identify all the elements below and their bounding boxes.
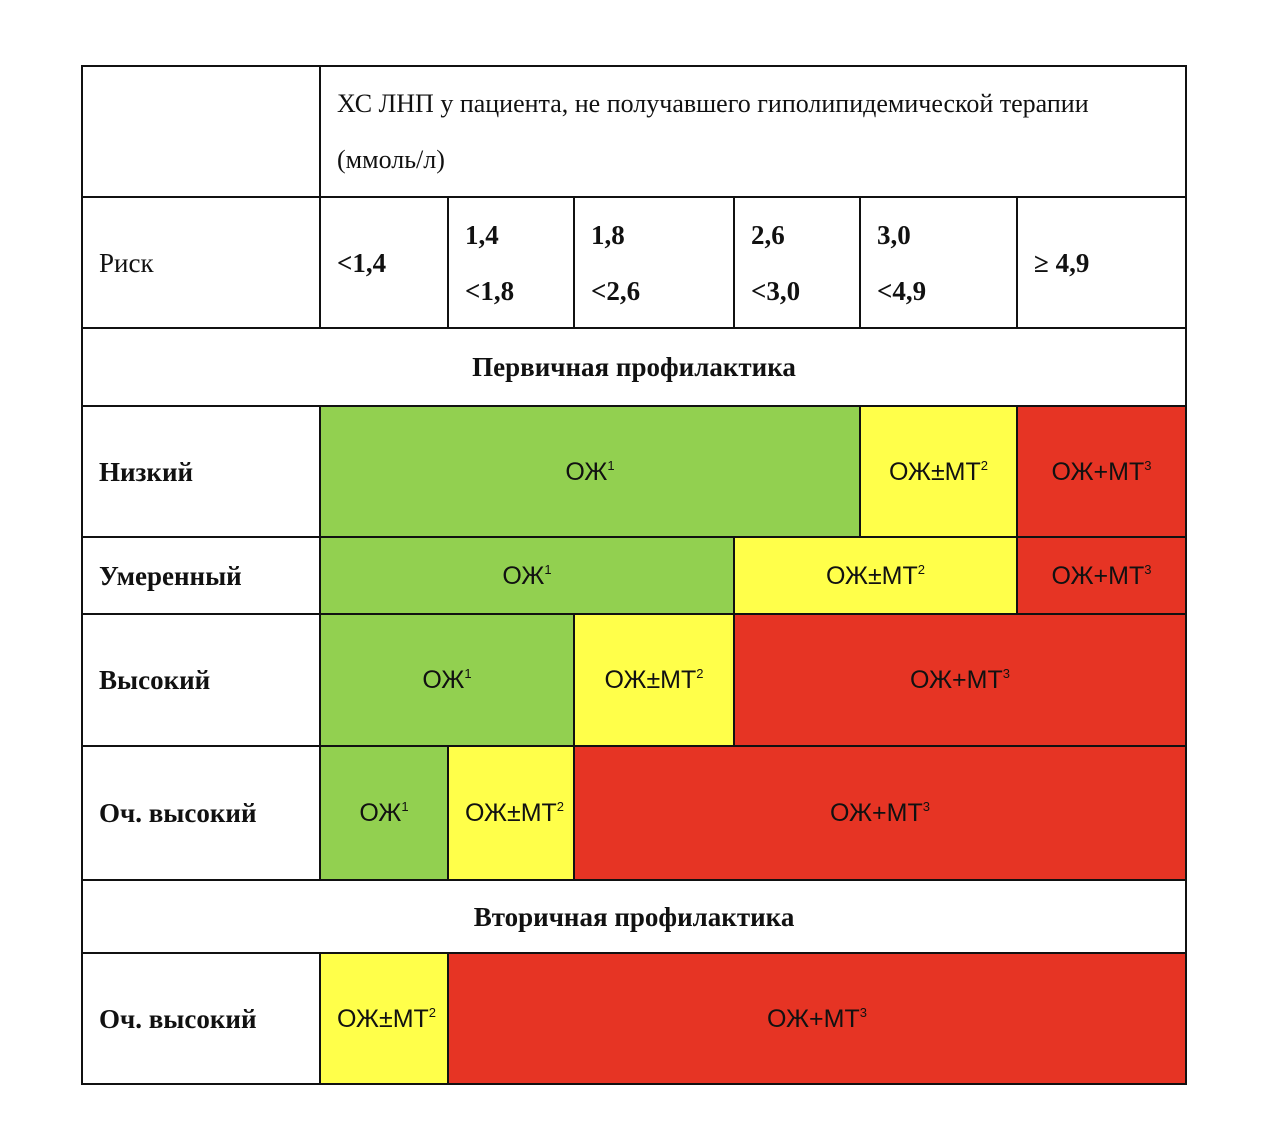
footnote-mark: 1 bbox=[401, 799, 409, 814]
recommendation-cell: ОЖ±МТ2 bbox=[733, 536, 1018, 615]
recommendation-cell: ОЖ+МТ3 bbox=[446, 952, 1188, 1085]
recommendation-text: ОЖ bbox=[422, 666, 465, 694]
footnote-mark: 3 bbox=[922, 799, 930, 814]
footnote-mark: 3 bbox=[1144, 457, 1152, 473]
section-row: Первичная профилактика bbox=[80, 327, 1188, 407]
range-cell: <1,4 bbox=[319, 196, 449, 329]
corner-cell bbox=[81, 65, 321, 198]
risk-name: Умеренный bbox=[81, 536, 321, 615]
range-value: 3,0 <4,9 bbox=[877, 219, 927, 306]
recommendation-cell: ОЖ+МТ3 bbox=[1015, 405, 1188, 538]
footnote-mark: 2 bbox=[696, 666, 704, 681]
footnote-mark: 3 bbox=[1002, 666, 1010, 681]
recommendation-cell: ОЖ1 bbox=[319, 536, 735, 615]
recommendation-text: ОЖ bbox=[502, 561, 545, 590]
section-title: Первичная профилактика bbox=[80, 327, 1188, 407]
risk-row: Высокий ОЖ1 ОЖ±МТ2 ОЖ+МТ3 bbox=[81, 613, 1188, 747]
recommendation-text: ОЖ+МТ bbox=[830, 799, 923, 827]
recommendation-cell: ОЖ1 bbox=[319, 745, 449, 881]
risk-row: Умеренный ОЖ1 ОЖ±МТ2 ОЖ+МТ3 bbox=[81, 536, 1188, 615]
recommendation-cell: ОЖ1 bbox=[319, 613, 575, 747]
recommendation-cell: ОЖ±МТ2 bbox=[859, 405, 1018, 538]
range-value: 2,6 <3,0 bbox=[751, 219, 801, 306]
recommendation-text: ОЖ±МТ bbox=[604, 666, 697, 694]
header-row: ХС ЛНП у пациента, не получавшего гиполи… bbox=[81, 65, 1188, 198]
recommendation-text: ОЖ+МТ bbox=[767, 1004, 860, 1033]
recommendation-table: ХС ЛНП у пациента, не получавшего гиполи… bbox=[80, 65, 1188, 1085]
recommendation-text: ОЖ+МТ bbox=[910, 666, 1003, 694]
footnote-mark: 1 bbox=[607, 457, 615, 473]
risk-name: Оч. высокий bbox=[81, 952, 321, 1085]
recommendation-text: ОЖ±МТ bbox=[337, 1004, 429, 1033]
range-value: 1,4 <1,8 bbox=[465, 219, 515, 306]
recommendation-cell: ОЖ+МТ3 bbox=[572, 745, 1188, 881]
header-title: ХС ЛНП у пациента, не получавшего гиполи… bbox=[318, 65, 1188, 198]
recommendation-text: ОЖ±МТ bbox=[888, 457, 981, 486]
recommendation-cell: ОЖ+МТ3 bbox=[732, 613, 1188, 747]
risk-row: Оч. высокий ОЖ1 ОЖ±МТ2 ОЖ+МТ3 bbox=[81, 745, 1188, 881]
recommendation-cell: ОЖ+МТ3 bbox=[1015, 536, 1188, 615]
recommendation-text: ОЖ bbox=[565, 457, 608, 486]
range-value: <1,4 bbox=[337, 247, 387, 278]
footnote-mark: 2 bbox=[917, 561, 926, 577]
footnote-mark: 2 bbox=[980, 457, 989, 473]
recommendation-text: ОЖ±МТ bbox=[825, 561, 918, 590]
range-cell: 3,0 <4,9 bbox=[859, 196, 1018, 329]
risk-row: Низкий ОЖ1 ОЖ±МТ2 ОЖ+МТ3 bbox=[81, 405, 1188, 538]
recommendation-cell: ОЖ1 bbox=[319, 405, 861, 538]
recommendation-cell: ОЖ±МТ2 bbox=[319, 952, 449, 1085]
footnote-mark: 3 bbox=[859, 1004, 867, 1020]
risk-name: Высокий bbox=[81, 613, 321, 747]
recommendation-text: ОЖ bbox=[359, 799, 402, 827]
risk-name: Оч. высокий bbox=[81, 745, 321, 881]
range-cell: 1,4 <1,8 bbox=[447, 196, 575, 329]
range-value: ≥ 4,9 bbox=[1034, 247, 1090, 278]
recommendation-text: ОЖ±МТ bbox=[465, 799, 557, 827]
recommendation-cell: ОЖ±МТ2 bbox=[573, 613, 735, 747]
range-cell: ≥ 4,9 bbox=[1015, 196, 1188, 329]
risk-label: Риск bbox=[81, 196, 321, 329]
table-body: ХС ЛНП у пациента, не получавшего гиполи… bbox=[80, 65, 1188, 1085]
recommendation-text: ОЖ+МТ bbox=[1051, 457, 1145, 486]
footnote-mark: 2 bbox=[428, 1004, 437, 1020]
footnote-mark: 2 bbox=[556, 799, 565, 814]
risk-row: Оч. высокий ОЖ±МТ2 ОЖ+МТ3 bbox=[81, 952, 1188, 1085]
recommendation-cell: ОЖ±МТ2 bbox=[447, 745, 575, 881]
section-title: Вторичная профилактика bbox=[80, 879, 1188, 954]
recommendation-text: ОЖ+МТ bbox=[1051, 561, 1145, 590]
range-value: 1,8 <2,6 bbox=[591, 219, 641, 306]
section-row: Вторичная профилактика bbox=[80, 879, 1188, 954]
footnote-mark: 3 bbox=[1144, 561, 1152, 577]
footnote-mark: 1 bbox=[464, 666, 472, 681]
risk-name: Низкий bbox=[81, 405, 321, 538]
range-cell: 2,6 <3,0 bbox=[733, 196, 861, 329]
range-row: Риск <1,4 1,4 <1,8 1,8 <2,6 2,6 <3,0 3,0 <4,9… bbox=[81, 196, 1188, 329]
footnote-mark: 1 bbox=[544, 561, 552, 577]
range-cell: 1,8 <2,6 bbox=[573, 196, 735, 329]
